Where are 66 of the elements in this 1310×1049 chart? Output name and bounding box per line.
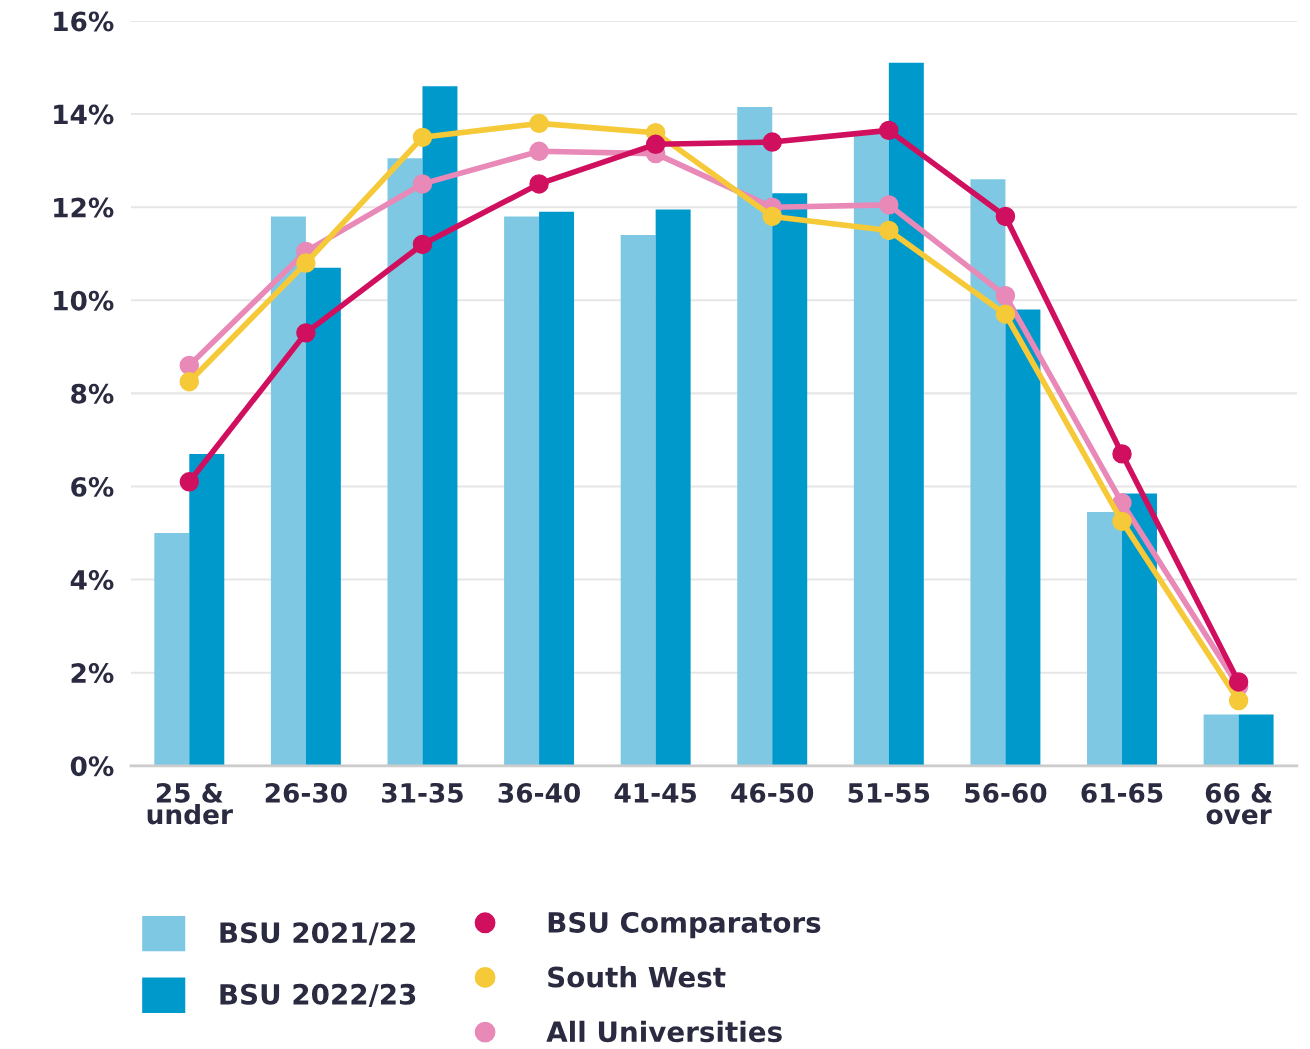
bar: [189, 453, 225, 766]
bar: [387, 158, 423, 766]
y-tick-label: 4%: [70, 570, 114, 590]
y-tick-label: 10%: [54, 290, 114, 311]
y-tick-label: 14%: [54, 104, 114, 125]
x-tick-label: 26-30: [265, 782, 347, 803]
bar: [270, 216, 306, 766]
point: [879, 220, 899, 241]
x-tick-label: 25 & under: [147, 782, 233, 825]
bar: [737, 107, 773, 766]
point: [296, 253, 316, 273]
bar: [772, 193, 808, 766]
x-tick-label: 46-50: [731, 782, 814, 803]
point: [179, 372, 200, 392]
bar: [1203, 714, 1239, 766]
legend-label: BSU 2022/23: [220, 983, 416, 1008]
bar: [422, 86, 458, 766]
y-tick-label: 12%: [54, 197, 114, 218]
x-tick-label: 66 & over: [1205, 782, 1272, 825]
x-tick-label: 31-35: [382, 782, 463, 803]
x-tick-label: 36-40: [498, 782, 580, 803]
bar: [1005, 309, 1041, 766]
point: [995, 304, 1016, 324]
point: [412, 174, 433, 194]
legend-label: South West: [548, 966, 726, 988]
bar: [620, 235, 656, 766]
bar: [1087, 512, 1123, 766]
point: [412, 234, 433, 255]
point: [879, 120, 899, 141]
legend-label: BSU 2021/22: [220, 922, 415, 946]
legend-label: All Universities: [546, 1020, 782, 1043]
y-tick-label: 2%: [71, 663, 114, 684]
point: [296, 323, 316, 343]
point: [529, 174, 549, 194]
bar: [539, 211, 575, 766]
bar: [655, 209, 691, 766]
point: [529, 113, 549, 134]
x-tick-label: 51-55: [848, 783, 930, 803]
bar: [305, 267, 341, 766]
point: [1112, 444, 1132, 464]
bar: [888, 62, 924, 766]
y-tick-label: 0%: [70, 756, 114, 777]
x-tick-label: 56-60: [965, 782, 1047, 803]
point: [645, 134, 666, 155]
point: [762, 206, 782, 227]
point: [179, 472, 200, 492]
y-tick-label: 8%: [71, 383, 114, 404]
point: [529, 141, 549, 162]
bar: [154, 533, 190, 766]
point: [879, 195, 899, 215]
y-tick-label: 16%: [54, 11, 114, 32]
point: [1112, 511, 1132, 532]
legend-label: BSU Comparators: [548, 911, 821, 939]
point: [1228, 672, 1249, 692]
bar: [970, 179, 1006, 766]
bar: [504, 216, 540, 766]
point: [1228, 690, 1249, 711]
point: [995, 206, 1016, 227]
x-tick-label: 61-65: [1081, 782, 1163, 803]
y-tick-label: 6%: [71, 476, 114, 497]
point: [412, 127, 433, 148]
point: [762, 132, 782, 152]
bar: [853, 132, 889, 766]
x-tick-label: 41-45: [614, 783, 697, 803]
bar: [1238, 714, 1274, 766]
point: [995, 285, 1016, 306]
